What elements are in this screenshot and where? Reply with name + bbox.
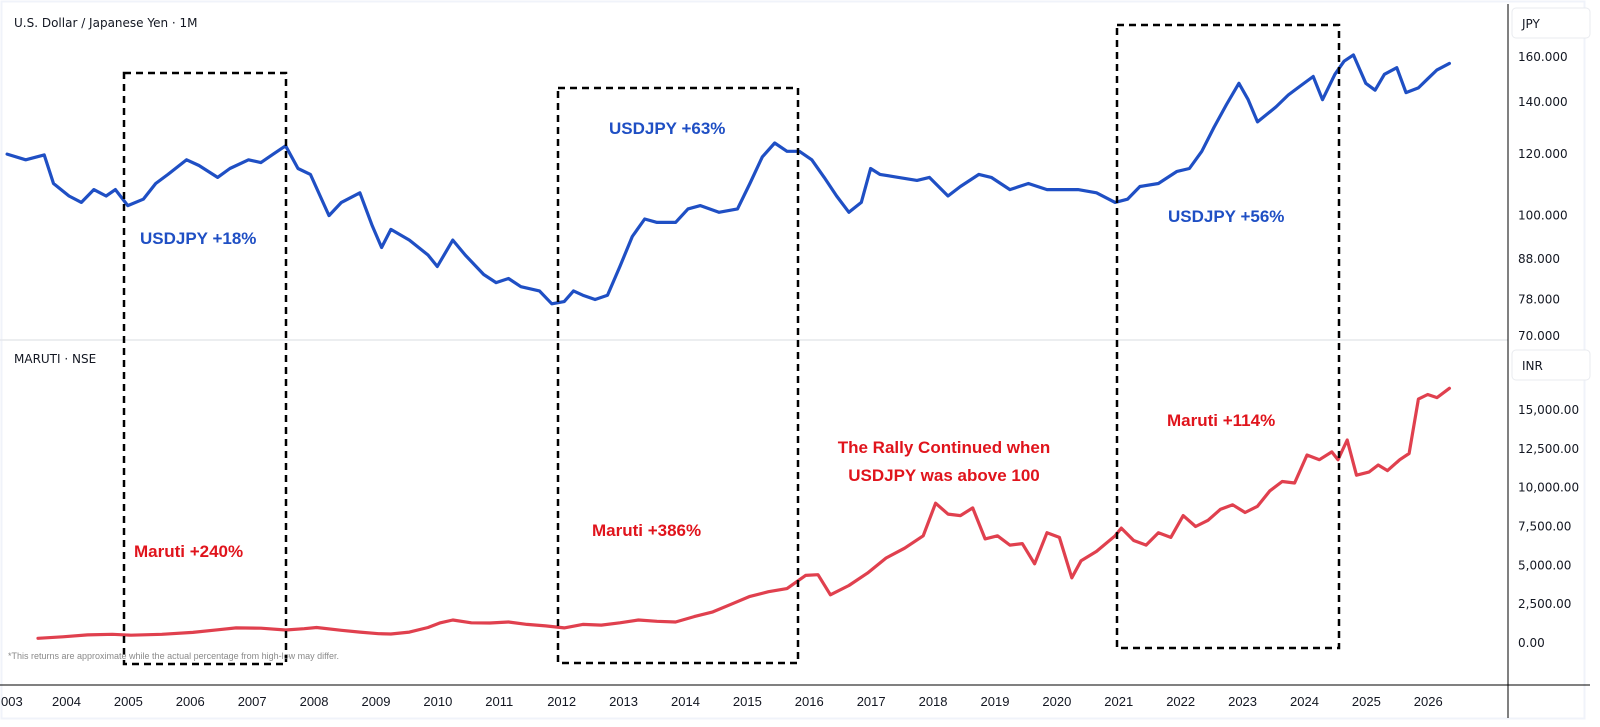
time-tick-label: 2026 [1414,694,1443,709]
highlight-box-2012-2015 [556,86,800,665]
inr-tick-label: 2,500.00 [1518,597,1571,611]
annotation-rally-line-2: USDJPY was above 100 [848,466,1040,485]
maruti-line [36,386,1452,640]
time-tick-label: 2022 [1166,694,1195,709]
time-tick-label: 2011 [485,694,513,709]
annotation-maruti-240: Maruti +240% [134,542,243,561]
inr-tick-label: 15,000.00 [1518,403,1579,417]
inr-unit-button[interactable]: INR [1511,349,1591,381]
time-tick-label: 2014 [671,694,700,709]
time-tick-label: 2025 [1352,694,1381,709]
jpy-tick-label: 70.000 [1518,329,1560,343]
inr-tick-label: 10,000.00 [1518,481,1579,495]
time-tick-label: 2007 [238,694,267,709]
time-axis[interactable]: 003 2004 2005 2006 2007 2008 2009 2010 2011 2012 2… [1,694,1443,709]
maruti-series [36,386,1452,640]
time-tick-label: 2017 [857,694,886,709]
time-tick-label: 2020 [1042,694,1071,709]
inr-tick-label: 12,500.00 [1518,442,1579,456]
jpy-tick-label: 160.000 [1518,50,1568,64]
jpy-tick-label: 88.000 [1518,252,1560,266]
time-tick-label: 2012 [547,694,576,709]
inr-tick-label: 5,000.00 [1518,558,1571,572]
usdjpy-pane-title: U.S. Dollar / Japanese Yen · 1M [14,16,198,30]
inr-tick-label: 7,500.00 [1518,520,1571,534]
highlight-box-2005-2007 [122,71,288,666]
maruti-pane[interactable]: MARUTI · NSE [14,352,96,366]
annotation-usdjpy-18: USDJPY +18% [140,229,256,248]
annotation-rally-line-1: The Rally Continued when [838,438,1051,457]
jpy-tick-label: 78.000 [1518,293,1560,307]
time-tick-label: 2024 [1290,694,1319,709]
jpy-price-axis[interactable]: 160.000 140.000 120.000 100.000 88.000 78.000… [1518,50,1568,343]
time-tick-label: 2009 [362,694,391,709]
time-tick-label: 2013 [609,694,638,709]
usdjpy-series [5,53,1452,306]
inr-tick-label: 0.00 [1518,636,1545,650]
time-tick-label: 2006 [176,694,205,709]
jpy-tick-label: 100.000 [1518,209,1568,223]
time-tick-label: 2021 [1104,694,1133,709]
time-tick-label: 2005 [114,694,143,709]
time-tick-label: 2010 [423,694,452,709]
time-tick-label: 2008 [300,694,329,709]
usdjpy-line [5,53,1452,306]
annotation-maruti-386: Maruti +386% [592,521,701,540]
usdjpy-pane[interactable]: U.S. Dollar / Japanese Yen · 1M [14,16,198,30]
jpy-tick-label: 120.000 [1518,147,1568,161]
time-tick-label: 2018 [919,694,948,709]
inr-unit-label: INR [1522,359,1543,373]
footnote: *This returns are approximate while the … [8,651,339,661]
annotation-usdjpy-63: USDJPY +63% [609,119,725,138]
time-tick-label: 2019 [981,694,1010,709]
time-tick-label: 2016 [795,694,824,709]
inr-price-axis[interactable]: 15,000.00 12,500.00 10,000.00 7,500.00 5,000… [1518,403,1579,650]
highlight-box-2021-2024 [1115,23,1341,650]
time-tick-label: 2004 [52,694,81,709]
jpy-unit-button[interactable]: JPY [1511,7,1591,39]
time-tick-label: 003 [1,694,23,709]
time-tick-label: 2015 [733,694,762,709]
jpy-unit-label: JPY [1521,17,1541,31]
jpy-tick-label: 140.000 [1518,95,1568,109]
highlight-boxes [122,23,1341,666]
maruti-pane-title: MARUTI · NSE [14,352,96,366]
time-tick-label: 2023 [1228,694,1257,709]
annotation-maruti-114: Maruti +114% [1167,411,1275,430]
annotation-usdjpy-56: USDJPY +56% [1168,207,1284,226]
